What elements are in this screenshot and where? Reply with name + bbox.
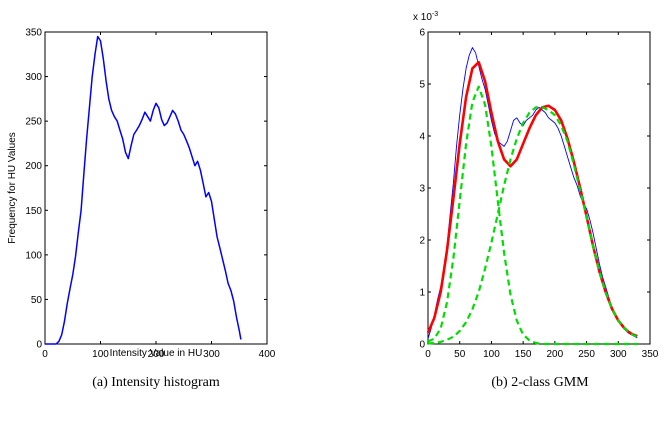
chart-a-ytick-label: 200 [25,161,42,172]
chart-a-ytick-label: 0 [36,340,42,351]
chart-b-xtick-label: 0 [425,349,431,360]
chart-b-lines [426,47,638,346]
chart-b-xtick-label: 50 [454,349,466,360]
chart-a-xtick-label: 400 [259,349,276,360]
chart-a-xtick-label: 100 [92,349,109,360]
chart-a-ytick-label: 100 [25,250,42,261]
chart-a-xtick-label: 300 [203,349,220,360]
chart-b-xtick-label: 300 [610,349,627,360]
chart-b-xtick-label: 100 [483,349,500,360]
chart-b-series-line-3 [427,106,638,345]
chart-a-ytick-label: 350 [25,28,42,39]
chart-b-ytick-label: 5 [419,80,425,91]
chart-b-yscale-exponent: -3 [432,11,438,18]
chart-b-series-line-1 [426,60,638,338]
chart-a-ylabel: Frequency for HU Values [7,132,18,244]
chart-a-xlabel: Intensity Value in HU [110,348,203,359]
chart-b-ytick-label: 2 [419,236,425,247]
chart-a-ytick-label: 250 [25,117,42,128]
chart-a-frame [44,31,268,345]
chart-b-xtick-label: 200 [547,349,564,360]
chart-b-series-line-0 [427,47,638,339]
chart-b-ticks: 0 50 100 150 200 250 300 350 0 1 2 3 4 5 6 [419,28,658,361]
chart-b-yscale-label: x 10-3 [413,11,438,23]
chart-b-caption: (b) 2-class GMM [491,375,589,390]
chart-a-xtick-label: 0 [42,349,48,360]
chart-b-ytick-label: 3 [419,184,425,195]
chart-a-series-line-0 [45,35,242,345]
chart-b-ytick-label: 4 [419,132,425,143]
chart-b-ytick-label: 6 [419,28,425,39]
chart-a-caption: (a) Intensity histogram [92,375,220,390]
chart-b-yscale-base: x 10 [413,12,432,23]
chart-a-ticks: 0 100 200 300 400 0 50 100 150 200 250 300 350 [25,28,275,361]
chart-a-lines [45,35,242,345]
chart-b-xtick-label: 150 [515,349,532,360]
chart-a-ytick-label: 50 [31,295,43,306]
chart-a-xtick-label: 200 [148,349,165,360]
chart-b-ytick-label: 1 [419,288,425,299]
chart-a-ytick-label: 300 [25,72,42,83]
chart-b-series-line-2 [427,85,638,346]
chart-b-xtick-label: 250 [578,349,595,360]
chart-b-xtick-label: 350 [642,349,659,360]
chart-b-ytick-label: 0 [419,340,425,351]
chart-gmm: 0 50 100 150 200 250 300 350 0 1 2 3 4 5 6 x 10-3 (b) … [413,11,659,390]
chart-a-ytick-label: 150 [25,206,42,217]
chart-intensity-histogram: 0 100 200 300 400 0 50 100 150 200 250 300 350 Inten… [7,28,276,391]
